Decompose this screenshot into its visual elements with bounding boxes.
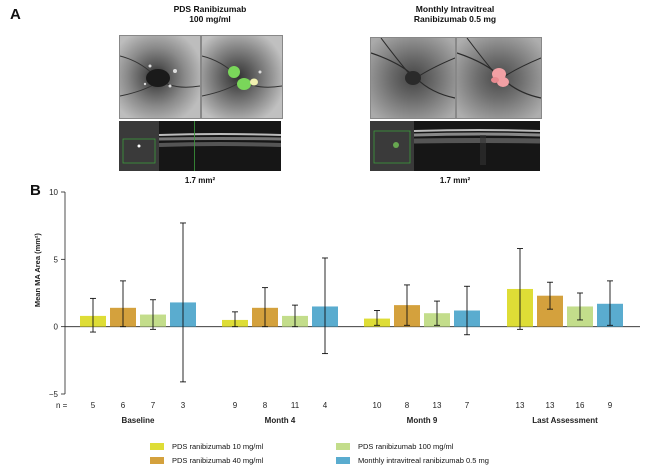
legend-item-pds40: PDS ranibizumab 40 mg/ml	[150, 456, 263, 465]
category-label-1: Month 4	[265, 416, 296, 425]
n-label-2-1: 8	[405, 401, 410, 410]
n-label-0-3: 3	[181, 401, 186, 410]
area-label-monthly: 1.7 mm²	[439, 176, 471, 185]
n-label-0-1: 6	[121, 401, 126, 410]
group-2-title: Monthly Intravitreal Ranibizumab 0.5 mg	[385, 4, 525, 24]
group-1-title-line2: 100 mg/ml	[189, 14, 231, 24]
n-label-3-0: 13	[516, 401, 525, 410]
n-label-3-1: 13	[546, 401, 555, 410]
area-label-pds: 1.7 mm²	[184, 176, 216, 185]
fundus-image-monthly-right-annotated	[456, 37, 542, 119]
fundus-image-pds-right-annotated	[201, 35, 283, 119]
legend: PDS ranibizumab 10 mg/ml PDS ranibizumab…	[0, 438, 656, 468]
n-label-1-1: 8	[263, 401, 268, 410]
legend-item-monthly: Monthly intravitreal ranibizumab 0.5 mg	[336, 456, 489, 465]
panel-b-label: B	[30, 182, 41, 199]
group-1-title: PDS Ranibizumab 100 mg/ml	[150, 4, 270, 24]
n-label-1-0: 9	[233, 401, 238, 410]
n-label-2-3: 7	[465, 401, 470, 410]
legend-label-monthly: Monthly intravitreal ranibizumab 0.5 mg	[358, 456, 489, 465]
oct-scan-monthly	[370, 121, 540, 171]
n-label-0-0: 5	[91, 401, 96, 410]
oct-scan-pds	[119, 121, 281, 171]
legend-swatch-monthly	[336, 457, 350, 464]
bar-chart: −5 0 5 10 Mean MA Area (mm²) n = 5 6 7 3 Baseline 9…	[33, 188, 640, 425]
legend-label-pds100: PDS ranibizumab 100 mg/ml	[358, 442, 454, 451]
legend-label-pds10: PDS ranibizumab 10 mg/ml	[172, 442, 264, 451]
legend-swatch-pds10	[150, 443, 164, 450]
panel-a-label: A	[10, 6, 21, 23]
n-label-1-3: 4	[323, 401, 328, 410]
legend-item-pds10: PDS ranibizumab 10 mg/ml	[150, 442, 263, 451]
fundus-image-pds-left	[119, 35, 201, 119]
y-axis-label: Mean MA Area (mm²)	[33, 233, 42, 308]
y-tick-label-1: 0	[54, 323, 59, 332]
y-tick-label-3: 10	[49, 188, 58, 197]
category-label-3: Last Assessment	[532, 416, 598, 425]
n-row-prefix: n =	[56, 401, 68, 410]
category-label-0: Baseline	[122, 416, 155, 425]
n-label-0-2: 7	[151, 401, 156, 410]
n-label-3-2: 16	[576, 401, 585, 410]
n-label-1-2: 11	[291, 401, 300, 410]
category-label-2: Month 9	[407, 416, 438, 425]
fundus-image-monthly-left	[370, 37, 456, 119]
y-tick-label-0: −5	[49, 390, 59, 399]
legend-swatch-pds100	[336, 443, 350, 450]
group-2-title-line1: Monthly Intravitreal	[415, 4, 495, 14]
y-tick-label-2: 5	[54, 255, 59, 264]
n-label-2-0: 10	[373, 401, 382, 410]
legend-swatch-pds40	[150, 457, 164, 464]
group-1-title-line1: PDS Ranibizumab	[173, 4, 247, 14]
group-2-title-line2: Ranibizumab 0.5 mg	[413, 14, 497, 24]
legend-label-pds40: PDS ranibizumab 40 mg/ml	[172, 456, 264, 465]
n-label-3-3: 9	[608, 401, 613, 410]
n-label-2-2: 13	[433, 401, 442, 410]
legend-item-pds100: PDS ranibizumab 100 mg/ml	[336, 442, 453, 451]
